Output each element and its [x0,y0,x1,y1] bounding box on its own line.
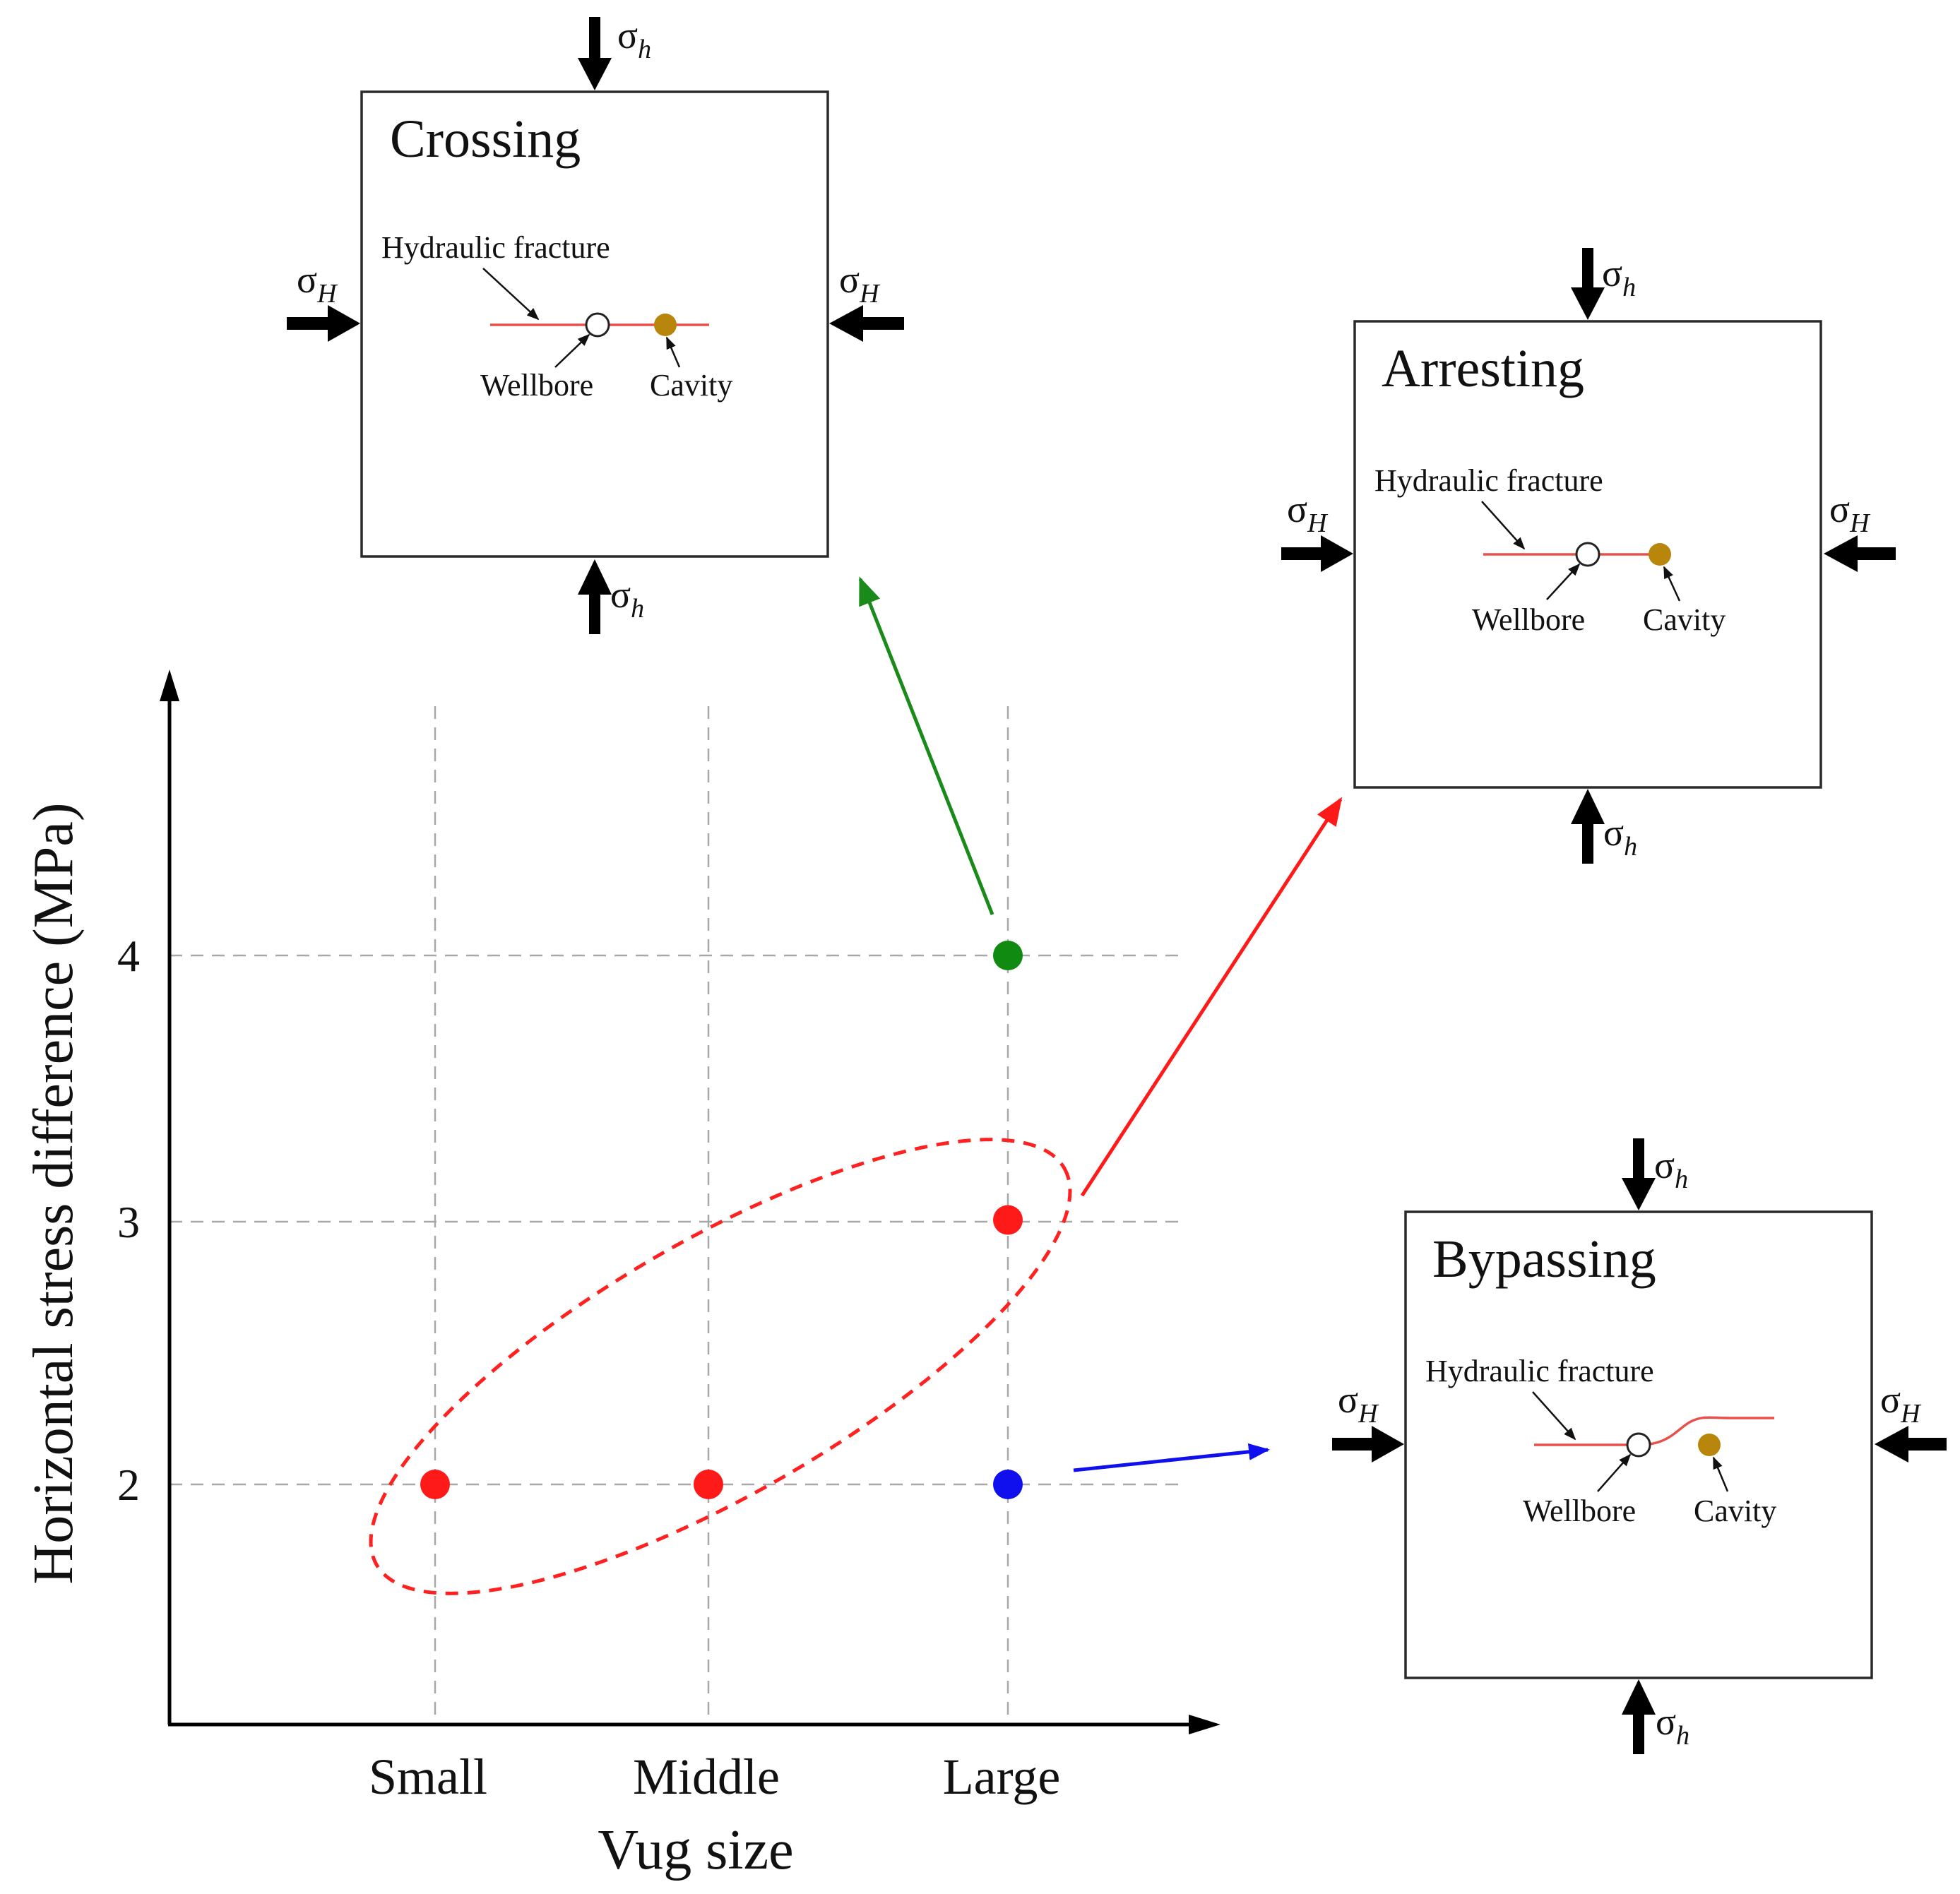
fracture-pointer [1481,501,1526,550]
sigma-h-top-label: σh [617,14,651,64]
sigma-h-top-arrow [1571,248,1605,320]
sigma-H-right-label: σH [839,258,881,309]
wellbore-label: Wellbore [480,368,593,403]
hydraulic-fracture-line [1534,1416,1774,1446]
fracture-label: Hydraulic fracture [381,230,610,265]
chart-area: 4 3 2 Small Middle Large Vug size Horizo… [23,576,1343,1881]
sigma-H-right-label: σH [1880,1378,1922,1429]
sigma-H-left-arrow [1332,1426,1404,1463]
cavity-label: Cavity [650,368,732,403]
y-tick-label-3: 3 [117,1197,140,1247]
data-point-large-3 [993,1205,1023,1235]
cavity-label: Cavity [1643,602,1726,637]
data-point-large-2 [993,1470,1023,1499]
sigma-h-bottom-label: σh [1656,1701,1689,1751]
connector-arrow-crossing [858,576,994,915]
sigma-H-right-label: σH [1829,488,1871,538]
x-axis-arrowhead [1189,1715,1220,1734]
sigma-H-left-label: σH [297,258,338,309]
sigma-h-top-label: σh [1654,1144,1688,1194]
fracture-label: Hydraulic fracture [1425,1354,1654,1388]
x-tick-label-small: Small [369,1749,487,1805]
x-tick-label-middle: Middle [633,1749,780,1805]
cavity-label: Cavity [1694,1494,1776,1528]
arresting-group-ellipse [369,1138,1072,1595]
data-point-small-2 [420,1470,450,1499]
wellbore-marker [585,312,610,338]
wellbore-pointer [1546,563,1581,600]
x-axis-title: Vug size [598,1819,793,1881]
inset-arresting: Arresting σh σh σH σH [1281,248,1896,864]
fracture-label: Hydraulic fracture [1374,463,1603,498]
inset-title: Arresting [1382,339,1584,398]
sigma-H-right-arrow [829,305,904,342]
sigma-h-top-arrow [578,17,612,90]
wellbore-pointer [1597,1453,1632,1492]
sigma-h-bottom-label: σh [1603,811,1637,862]
y-tick-label-4: 4 [117,931,140,981]
cavity-pointer [1712,1456,1729,1492]
connector-arrow-arresting [1080,797,1343,1197]
sigma-h-bottom-label: σh [610,573,644,624]
wellbore-marker [1626,1432,1651,1458]
sigma-H-left-arrow [1281,535,1353,572]
fracture-pointer [482,268,540,321]
sigma-H-right-arrow [1875,1426,1947,1463]
data-point-middle-2 [694,1470,723,1499]
sigma-H-left-arrow [287,305,360,342]
wellbore-pointer [554,333,590,368]
sigma-H-left-label: σH [1287,488,1329,538]
cavity-pointer [1663,566,1681,602]
cavity-pointer [665,336,681,368]
y-axis-title: Horizontal stress difference (MPa) [23,802,85,1584]
x-tick-label-large: Large [943,1749,1061,1805]
inset-title: Bypassing [1432,1229,1656,1289]
y-tick-label-2: 2 [117,1460,140,1510]
sigma-h-bottom-arrow [1622,1679,1656,1754]
sigma-h-bottom-arrow [578,559,612,634]
cavity-marker [654,314,677,336]
inset-crossing: Crossing σh σh σH σH [287,14,904,634]
data-points [420,941,1023,1499]
wellbore-label: Wellbore [1472,602,1585,637]
sigma-h-top-arrow [1622,1138,1656,1210]
sigma-H-right-arrow [1824,535,1896,572]
sigma-H-left-label: σH [1338,1378,1379,1429]
inset-bypassing: Bypassing σh σh σH σH [1332,1138,1947,1754]
sigma-h-bottom-arrow [1571,789,1605,864]
cavity-marker [1698,1434,1721,1456]
connector-arrow-bypassing [1073,1443,1270,1472]
cavity-marker [1649,543,1671,566]
y-axis-arrowhead [160,669,179,701]
fracture-pointer [1532,1391,1576,1441]
data-point-large-4 [993,941,1023,970]
wellbore-label: Wellbore [1523,1494,1636,1528]
wellbore-marker [1575,542,1600,567]
sigma-h-top-label: σh [1602,252,1636,302]
inset-title: Crossing [390,109,581,169]
